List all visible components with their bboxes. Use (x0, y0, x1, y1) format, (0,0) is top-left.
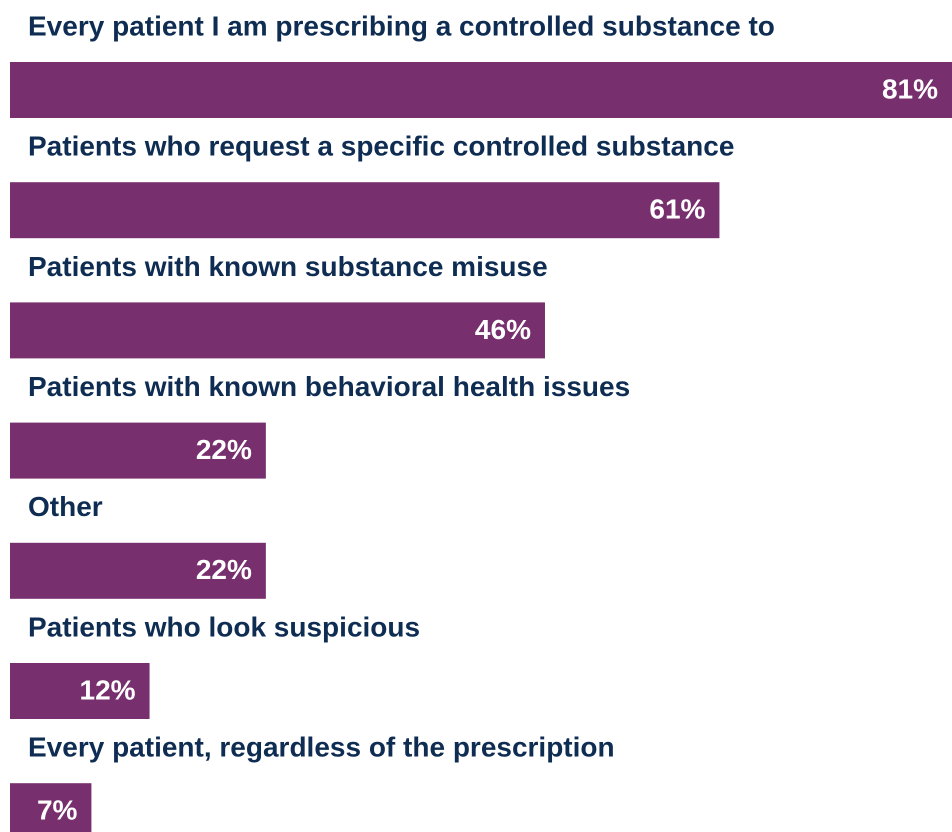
bar (10, 182, 720, 239)
bar (10, 422, 266, 479)
category-label: Every patient, regardless of the prescri… (28, 732, 615, 763)
value-label: 46% (475, 314, 531, 345)
value-label: 22% (196, 554, 252, 585)
bar (10, 783, 92, 832)
value-label: 12% (80, 674, 136, 705)
category-label: Patients with known behavioral health is… (28, 371, 630, 402)
category-label: Every patient I am prescribing a control… (28, 10, 775, 41)
value-label: 7% (37, 795, 78, 826)
value-label: 61% (649, 194, 705, 225)
category-label: Patients who request a specific controll… (28, 131, 734, 162)
category-label: Patients with known substance misuse (28, 251, 548, 282)
category-label: Other (28, 491, 103, 522)
bar (10, 542, 266, 599)
value-label: 81% (882, 73, 938, 104)
bar (10, 663, 150, 719)
value-label: 22% (196, 434, 252, 465)
bar (10, 302, 545, 359)
category-label: Patients who look suspicious (28, 611, 420, 642)
bar (10, 62, 952, 118)
